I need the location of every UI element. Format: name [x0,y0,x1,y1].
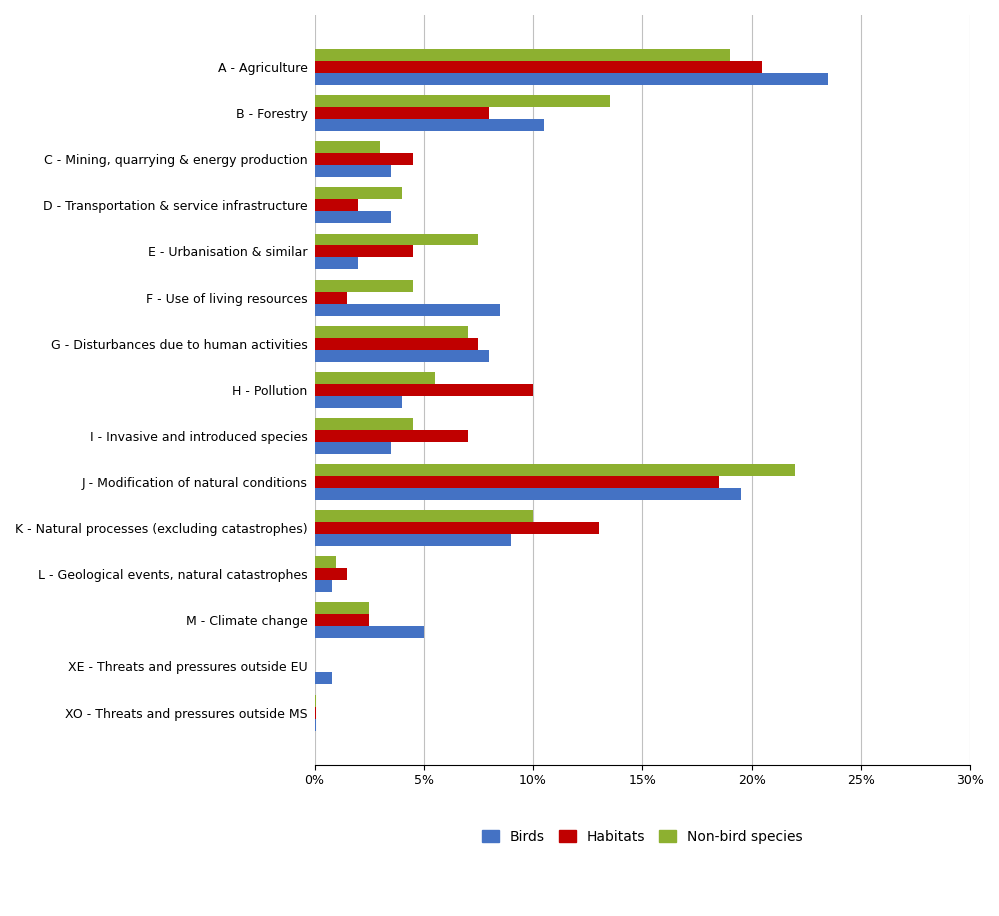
Bar [315,212,391,224]
Bar [315,49,729,61]
Bar [315,119,544,131]
Bar [315,245,413,257]
Legend: Birds, Habitats, Non-bird species: Birds, Habitats, Non-bird species [477,824,808,849]
Bar [315,580,332,593]
Bar [315,350,490,362]
Bar [315,338,479,350]
Bar [315,706,316,718]
Bar [315,396,402,408]
Bar [315,107,490,119]
Bar [315,556,337,568]
Bar [315,464,795,476]
Bar [315,61,762,73]
Bar [315,603,370,615]
Bar [315,672,332,684]
Bar [315,534,511,546]
Bar [315,488,740,500]
Bar [315,141,380,153]
Bar [315,153,413,165]
Bar [315,615,370,627]
Bar [315,257,359,269]
Bar [315,279,413,291]
Bar [315,627,424,638]
Bar [315,95,609,107]
Bar [315,510,533,522]
Bar [315,200,359,212]
Bar [315,694,316,706]
Bar [315,568,348,580]
Bar [315,522,598,534]
Bar [315,718,316,731]
Bar [315,476,719,488]
Bar [315,73,828,85]
Bar [315,372,435,384]
Bar [315,442,391,454]
Bar [315,418,413,430]
Bar [315,326,468,338]
Bar [315,234,479,245]
Bar [315,165,391,178]
Bar [315,430,468,442]
Bar [315,291,348,303]
Bar [315,303,500,316]
Bar [315,188,402,200]
Bar [315,384,533,396]
